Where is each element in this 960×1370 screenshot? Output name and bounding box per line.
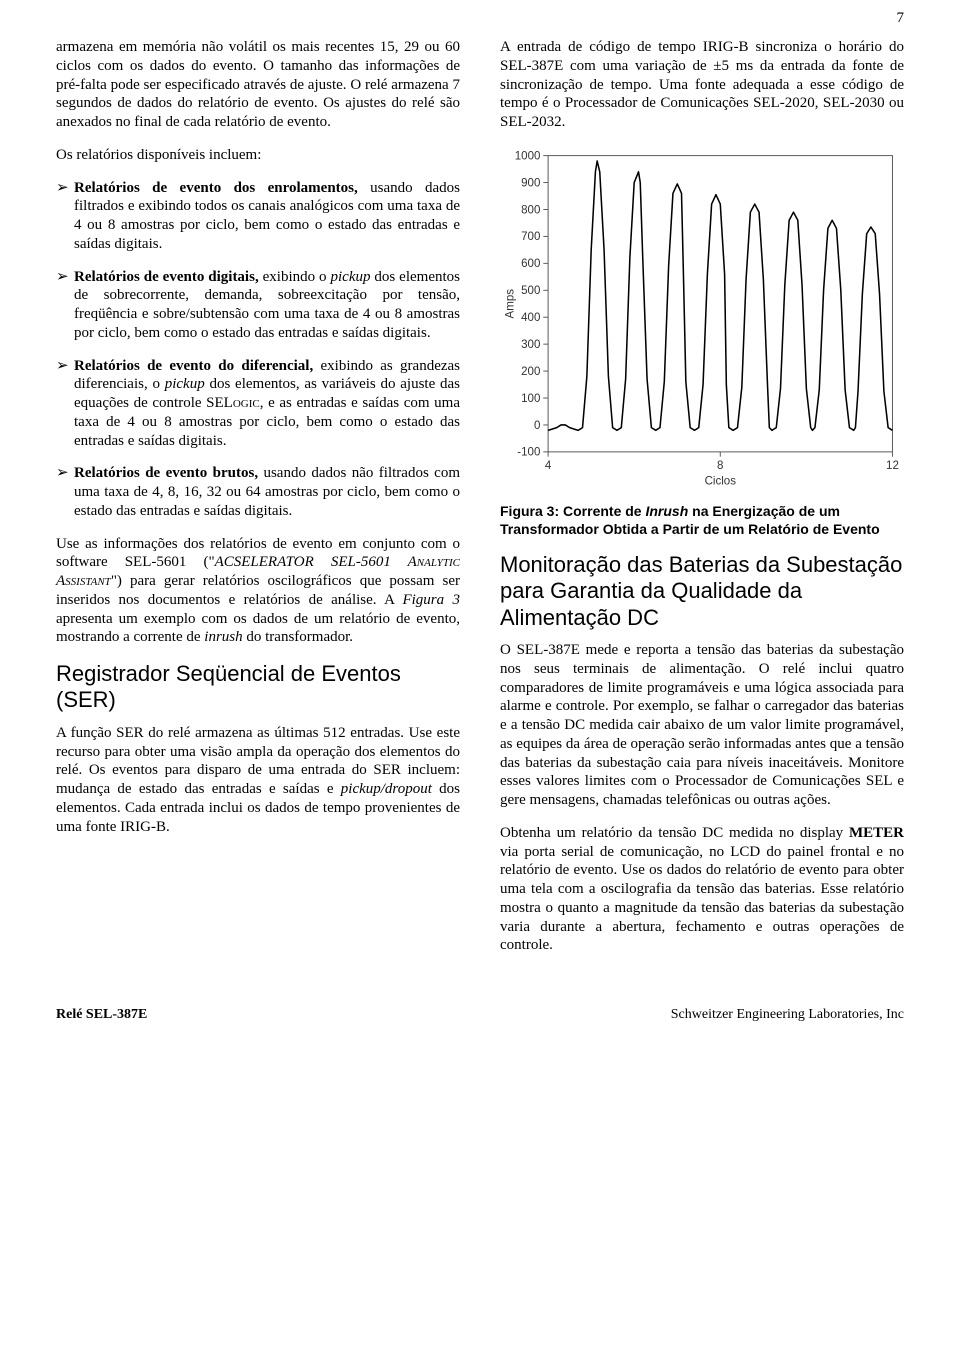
svg-text:100: 100 (521, 393, 540, 405)
bullet-text: Relatórios de evento dos enrolamentos, u… (74, 179, 460, 254)
bullet-item: ➢ Relatórios de evento do diferencial, e… (56, 357, 460, 451)
svg-text:400: 400 (521, 312, 540, 324)
bullet-arrow-icon: ➢ (56, 179, 74, 254)
caption-italic: Inrush (645, 503, 688, 519)
bullet-italic: pickup (331, 269, 371, 285)
bullet-item: ➢ Relatórios de evento digitais, exibind… (56, 268, 460, 343)
text-run: via porta serial de comunicação, no LCD … (500, 844, 904, 954)
svg-text:200: 200 (521, 366, 540, 378)
svg-text:900: 900 (521, 177, 540, 189)
inrush-chart: -100 0 100 200 300 400 500 600 700 800 900 1000 4 8 12… (500, 146, 904, 492)
svg-text:Amps: Amps (504, 289, 516, 319)
svg-text:4: 4 (545, 460, 552, 472)
text-run: Obtenha um relatório da tensão DC medida… (500, 825, 849, 841)
svg-text:12: 12 (886, 460, 899, 472)
bullet-smallcaps: ogic (233, 395, 260, 411)
text-italic: Figura 3 (402, 592, 460, 608)
bullet-bold: Relatórios de evento do diferencial, (74, 358, 313, 374)
bullet-rest: exibindo o (259, 269, 331, 285)
right-p3: Obtenha um relatório da tensão DC medida… (500, 824, 904, 955)
text-run: do transformador. (243, 629, 353, 645)
svg-text:300: 300 (521, 339, 540, 351)
footer-right: Schweitzer Engineering Laboratories, Inc (671, 1007, 904, 1023)
svg-text:1000: 1000 (515, 150, 541, 162)
bullet-bold: Relatórios de evento dos enrolamentos, (74, 180, 358, 196)
bullet-bold: Relatórios de evento digitais, (74, 269, 259, 285)
bullet-item: ➢ Relatórios de evento dos enrolamentos,… (56, 179, 460, 254)
bullet-arrow-icon: ➢ (56, 464, 74, 520)
text-italic: pickup/dropout (341, 781, 432, 797)
svg-text:600: 600 (521, 258, 540, 270)
svg-text:Ciclos: Ciclos (705, 475, 737, 487)
right-column: A entrada de código de tempo IRIG-B sinc… (500, 38, 904, 969)
footer-left: Relé SEL-387E (56, 1007, 147, 1023)
bullet-arrow-icon: ➢ (56, 357, 74, 451)
svg-text:700: 700 (521, 231, 540, 243)
svg-text:8: 8 (717, 460, 723, 472)
svg-text:-100: -100 (517, 446, 540, 458)
caption-text: Figura 3: Corrente de (500, 503, 645, 519)
left-heading-ser: Registrador Seqüencial de Eventos (SER) (56, 661, 460, 714)
text-italic: inrush (204, 629, 242, 645)
svg-text:500: 500 (521, 285, 540, 297)
bullet-italic: pickup (165, 376, 205, 392)
bullet-text: Relatórios de evento do diferencial, exi… (74, 357, 460, 451)
page-footer: Relé SEL-387E Schweitzer Engineering Lab… (56, 1007, 904, 1023)
text-run: ") para gerar relatórios oscilográficos … (56, 573, 460, 608)
bullet-arrow-icon: ➢ (56, 268, 74, 343)
two-column-layout: armazena em memória não volátil os mais … (56, 38, 904, 969)
bullet-item: ➢ Relatórios de evento brutos, usando da… (56, 464, 460, 520)
svg-text:800: 800 (521, 204, 540, 216)
bullet-text: Relatórios de evento brutos, usando dado… (74, 464, 460, 520)
right-p2: O SEL-387E mede e reporta a tensão das b… (500, 641, 904, 810)
page-number: 7 (897, 10, 905, 27)
bullet-bold: Relatórios de evento brutos, (74, 465, 258, 481)
svg-text:0: 0 (534, 420, 540, 432)
bullet-list: ➢ Relatórios de evento dos enrolamentos,… (56, 179, 460, 521)
page: 7 armazena em memória não volátil os mai… (0, 0, 960, 1053)
figure-caption: Figura 3: Corrente de Inrush na Energiza… (500, 503, 904, 538)
left-list-intro: Os relatórios disponíveis incluem: (56, 146, 460, 165)
bullet-text: Relatórios de evento digitais, exibindo … (74, 268, 460, 343)
text-bold: METER (849, 825, 904, 841)
left-column: armazena em memória não volátil os mais … (56, 38, 460, 969)
left-p1: armazena em memória não volátil os mais … (56, 38, 460, 132)
right-p1: A entrada de código de tempo IRIG-B sinc… (500, 38, 904, 132)
left-p3: A função SER do relé armazena as últimas… (56, 724, 460, 837)
right-heading-battery: Monitoração das Baterias da Subestação p… (500, 552, 904, 631)
left-p2: Use as informações dos relatórios de eve… (56, 535, 460, 648)
